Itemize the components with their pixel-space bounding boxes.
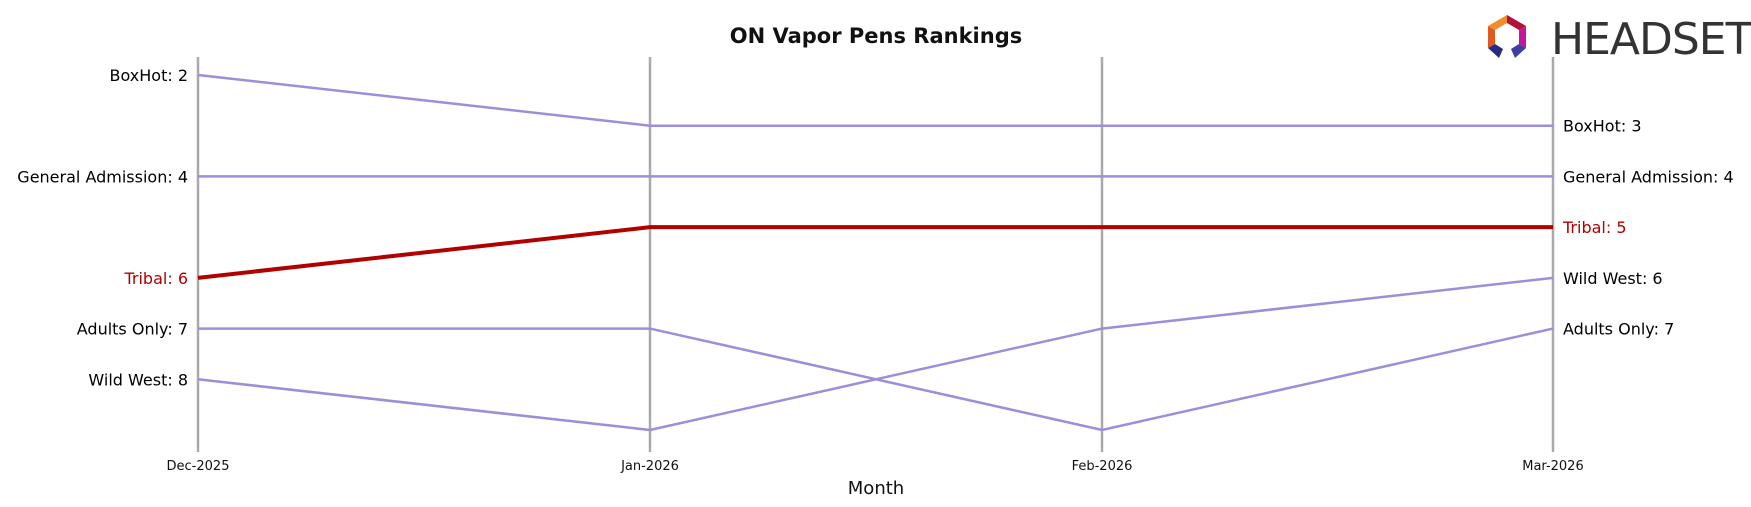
series-line-boxhot	[197, 73, 1553, 127]
left-label: General Admission: 4	[17, 167, 188, 186]
x-axis-label: Month	[848, 478, 904, 499]
right-label: Tribal: 5	[1562, 218, 1627, 237]
headset-logo-text: HEADSET	[1551, 14, 1751, 65]
series-line-tribal	[197, 225, 1553, 280]
right-label: General Admission: 4	[1563, 167, 1734, 186]
x-tick-label: Mar-2026	[1522, 459, 1583, 474]
left-label: Tribal: 6	[123, 269, 188, 288]
x-tick-label: Dec-2025	[167, 459, 230, 474]
x-tick-label: Feb-2026	[1072, 459, 1133, 474]
series-lines	[197, 73, 1554, 432]
x-tick-label: Jan-2026	[620, 459, 679, 474]
left-rank-labels: BoxHot: 2 General Admission: 4 Tribal: 6 Ad…	[17, 66, 188, 389]
right-label: Adults Only: 7	[1563, 320, 1674, 339]
month-gridlines	[196, 57, 1555, 452]
left-label: Wild West: 8	[88, 370, 188, 389]
left-label: BoxHot: 2	[110, 66, 189, 85]
x-axis-ticks: Dec-2025 Jan-2026 Feb-2026 Mar-2026	[167, 459, 1584, 474]
series-line-wild-west	[197, 276, 1554, 432]
headset-logo: HEADSET	[1488, 14, 1751, 65]
headset-logo-icon	[1488, 15, 1526, 58]
left-label: Adults Only: 7	[77, 320, 188, 339]
right-label: Wild West: 6	[1563, 269, 1663, 288]
right-rank-labels: BoxHot: 3 General Admission: 4 Tribal: 5 Wi…	[1562, 117, 1734, 339]
right-label: BoxHot: 3	[1563, 117, 1642, 136]
chart-title: ON Vapor Pens Rankings	[730, 24, 1022, 48]
